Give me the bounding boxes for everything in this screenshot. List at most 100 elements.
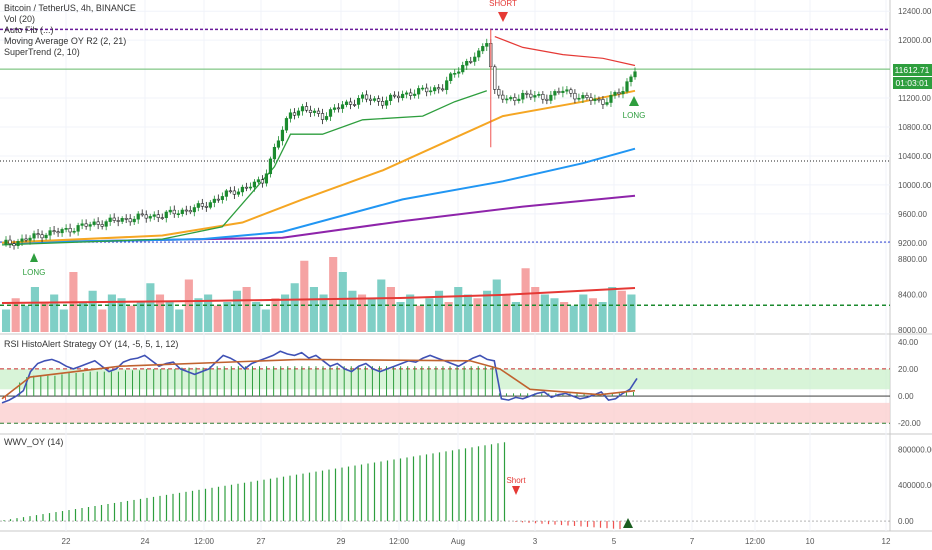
candle: [405, 92, 409, 95]
candle: [116, 220, 120, 222]
candle: [625, 81, 629, 92]
candle: [300, 106, 305, 112]
volume-tick-label: 8400.00: [898, 291, 927, 300]
candle: [445, 80, 449, 90]
volume-bar: [627, 294, 636, 332]
volume-bar: [473, 298, 482, 332]
candle: [609, 95, 613, 103]
volume-bar: [454, 287, 463, 332]
supertrend-green-line: [1, 90, 488, 246]
volume-bar: [155, 294, 165, 332]
volume-bar: [98, 309, 107, 332]
candle: [425, 87, 429, 93]
legend: Bitcoin / TetherUS, 4h, BINANCE Vol (20)…: [4, 3, 136, 58]
time-tick-label: 12:00: [194, 537, 215, 546]
wwv-tick-label: 400000.00: [898, 481, 932, 490]
candle: [12, 243, 16, 246]
rsi-pane-title[interactable]: RSI HistoAlert Strategy OY (14, -5, 5, 1…: [4, 339, 179, 349]
candle: [260, 179, 265, 184]
candle: [509, 97, 513, 100]
candle: [280, 129, 285, 142]
candle: [216, 198, 220, 201]
candle: [453, 73, 457, 75]
volume-bar: [146, 283, 155, 332]
volume-bar: [531, 287, 540, 332]
candle: [304, 106, 309, 111]
price-tick-label: 9600.00: [898, 210, 927, 219]
volume-bar: [213, 305, 222, 332]
volume-bar: [309, 287, 318, 332]
volume-bar: [252, 302, 261, 332]
candle: [68, 228, 72, 233]
time-axis[interactable]: 22 24 12:00 27 29 12:00 Aug 3 5 7 12:00 10 12: [62, 537, 891, 546]
candle: [128, 218, 132, 223]
volume-bar: [242, 287, 251, 332]
candle: [529, 93, 533, 98]
candle: [537, 94, 541, 96]
volume-bar: [127, 305, 136, 332]
wwv-tick-label: 800000.00: [898, 445, 932, 454]
volume-bar: [598, 302, 607, 332]
candle: [244, 186, 248, 189]
price-tick-label: 9200.00: [898, 239, 927, 248]
candle: [533, 95, 537, 98]
legend-autofib[interactable]: Auto Fib (...): [4, 25, 54, 35]
candle: [505, 98, 509, 101]
candle: [168, 209, 172, 213]
candle: [481, 46, 485, 52]
candle: [104, 221, 108, 227]
legend-vol[interactable]: Vol (20): [4, 14, 36, 24]
volume-bar: [232, 290, 242, 332]
orange-moving-average: [1, 89, 636, 244]
candle: [493, 66, 497, 90]
candle: [192, 207, 196, 213]
candle: [208, 202, 212, 208]
price-pane[interactable]: [0, 28, 890, 250]
candle: [581, 95, 585, 99]
candle: [92, 221, 96, 225]
volume-bar: [175, 309, 184, 332]
candle: [501, 94, 505, 100]
candle: [364, 94, 369, 100]
legend-supertrend[interactable]: SuperTrend (2, 10): [4, 47, 80, 57]
rsi-upper-zone: [0, 368, 890, 390]
symbol-title[interactable]: Bitcoin / TetherUS, 4h, BINANCE: [4, 3, 136, 13]
candle: [336, 107, 341, 110]
volume-bar: [204, 294, 213, 332]
candle: [152, 214, 156, 217]
candle: [525, 92, 529, 95]
time-tick-label: 10: [806, 537, 815, 546]
grid-lines: [0, 0, 932, 532]
candle: [328, 109, 333, 117]
candle: [573, 92, 577, 100]
wwv-tick-label: 0.00: [898, 517, 914, 526]
candle: [248, 186, 252, 189]
wwv-pane-title[interactable]: WWV_OY (14): [4, 437, 64, 447]
candle: [272, 146, 277, 160]
rsi-tick-label: 20.00: [898, 365, 919, 374]
candle: [421, 87, 425, 90]
candle: [232, 190, 236, 195]
candle: [597, 98, 601, 101]
volume-bar: [2, 309, 11, 332]
price-tags: 11612.71 01:03:01: [893, 64, 932, 89]
rsi-tick-label: 40.00: [898, 338, 919, 347]
short-signal-label-wwv: Short: [506, 476, 526, 485]
supertrend-red-line: [494, 36, 636, 67]
candle: [76, 225, 80, 232]
candle: [172, 209, 176, 215]
volume-bar: [40, 302, 49, 332]
price-tick-label: 10000.00: [898, 181, 932, 190]
short-signal-label: SHORT: [489, 0, 517, 8]
candle: [120, 218, 124, 222]
candle: [389, 94, 393, 101]
candle: [348, 101, 353, 105]
candle: [449, 73, 453, 81]
candle: [240, 186, 244, 193]
candle: [320, 113, 325, 120]
candle: [344, 101, 349, 105]
candle: [180, 209, 184, 214]
legend-ma[interactable]: Moving Average OY R2 (2, 21): [4, 36, 127, 46]
volume-bar: [194, 298, 203, 332]
